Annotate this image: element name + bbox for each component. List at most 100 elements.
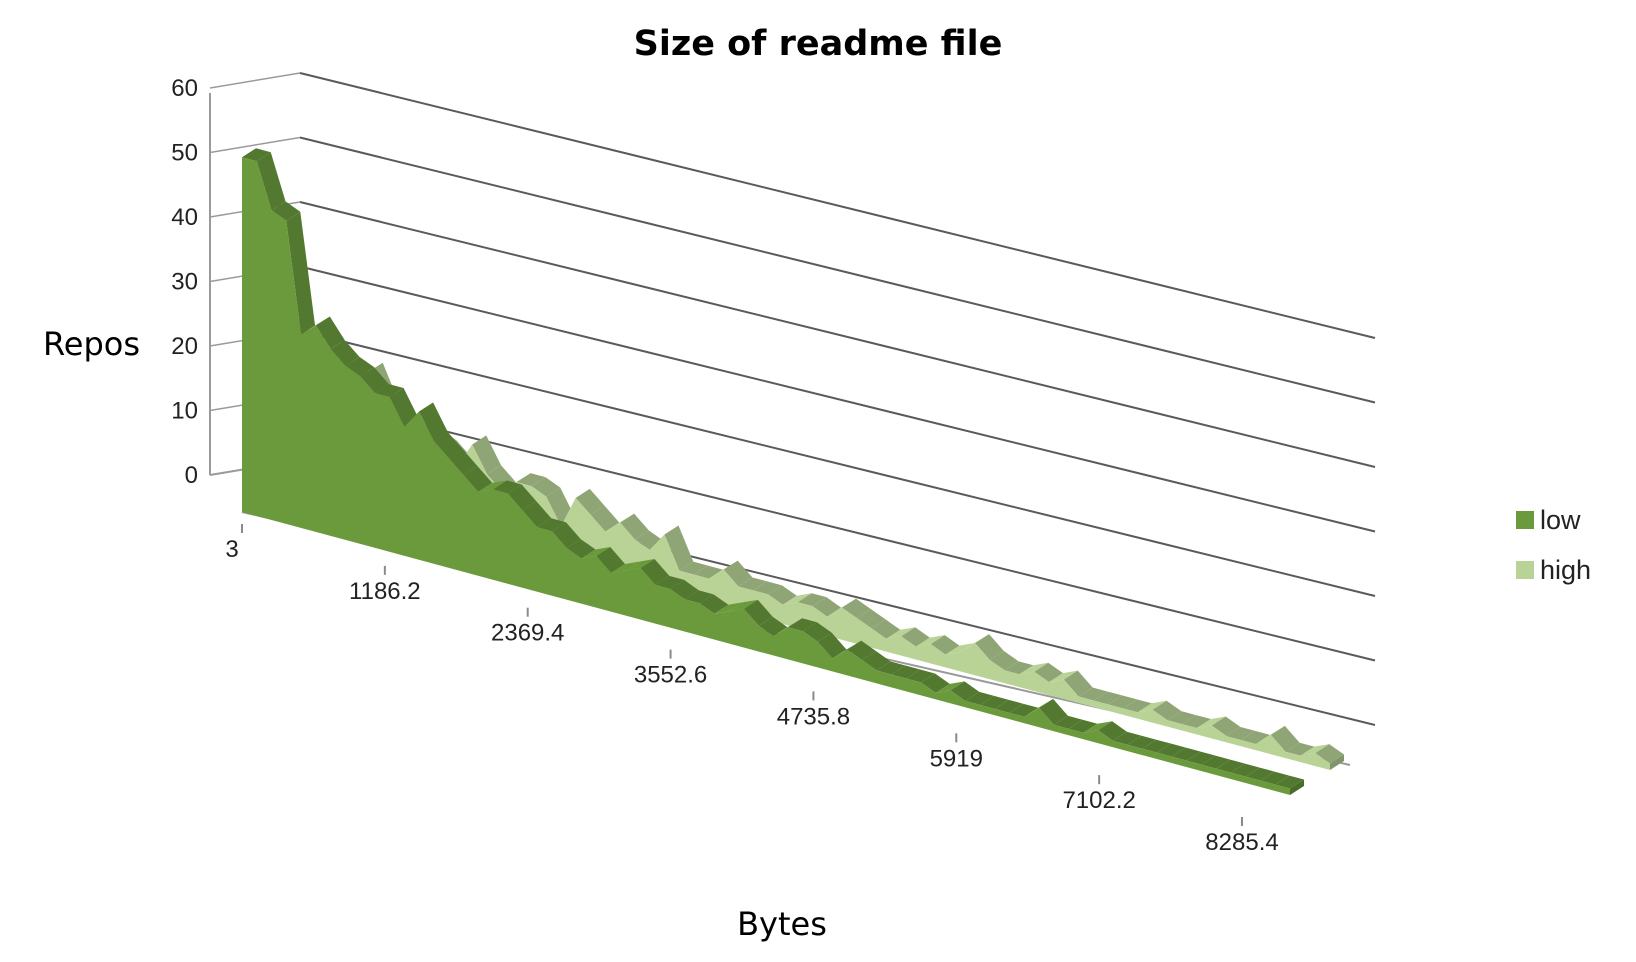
gridline bbox=[299, 394, 1376, 662]
series-top-segment bbox=[738, 577, 768, 591]
series-top-segment bbox=[1315, 744, 1344, 764]
series-top-segment bbox=[989, 650, 1019, 671]
legend-swatch-high bbox=[1516, 561, 1534, 579]
series-top-segment bbox=[1270, 725, 1300, 752]
series-top-segment bbox=[271, 201, 301, 221]
y-axis-title: Repos bbox=[43, 325, 140, 363]
series-top-segment bbox=[1275, 775, 1304, 789]
series-top-segment bbox=[1009, 703, 1039, 717]
series-top-segment bbox=[1142, 739, 1172, 753]
series-top-segment bbox=[1201, 755, 1231, 769]
x-tick-label: 3552.6 bbox=[634, 662, 707, 689]
series-top-segment bbox=[1216, 759, 1245, 773]
series-top-segment bbox=[301, 316, 330, 335]
series-top-segment bbox=[620, 513, 649, 540]
series-top-segment bbox=[1019, 662, 1049, 675]
series-top-segment bbox=[1186, 751, 1216, 765]
gridline bbox=[299, 265, 1376, 533]
series-top-segment bbox=[708, 560, 738, 579]
series-top-segment bbox=[856, 609, 886, 629]
legend: low high bbox=[1516, 505, 1591, 585]
series-top-segment bbox=[1256, 725, 1285, 744]
series-top-segment bbox=[950, 681, 980, 701]
series-top-segment bbox=[891, 665, 921, 679]
series-top-segment bbox=[330, 339, 360, 366]
y-tick-label: 10 bbox=[171, 398, 198, 425]
series-top-segment bbox=[1157, 743, 1186, 757]
series-top-segment bbox=[1049, 670, 1078, 683]
series-top-segment bbox=[664, 525, 694, 571]
y-tick-label: 50 bbox=[171, 140, 198, 167]
series-top-segment bbox=[975, 634, 1004, 660]
series-top-segment bbox=[797, 593, 827, 607]
x-tick-label: 5919 bbox=[930, 745, 983, 772]
series-top-segment bbox=[1112, 731, 1142, 745]
series-top-segment bbox=[915, 635, 945, 647]
series-top-segment bbox=[1241, 730, 1271, 744]
series-top-segment bbox=[1182, 715, 1211, 729]
series-top-segment bbox=[1108, 695, 1137, 709]
series-top-segment bbox=[537, 518, 566, 532]
series-top-segment bbox=[723, 560, 753, 587]
series-top-segment bbox=[980, 695, 1009, 709]
y-tick-label: 30 bbox=[171, 269, 198, 296]
series-top-segment bbox=[861, 651, 891, 671]
side-gridline bbox=[209, 136, 301, 154]
series-top-segment bbox=[389, 388, 419, 427]
series-top-segment bbox=[945, 643, 975, 655]
series-top-segment bbox=[679, 561, 709, 575]
series-top-segment bbox=[522, 501, 552, 528]
series-area-low bbox=[242, 157, 1290, 795]
series-top-segment bbox=[472, 435, 502, 475]
series-top-segment bbox=[419, 402, 448, 442]
series-top-segment bbox=[1078, 687, 1108, 701]
series-top-segment bbox=[655, 575, 685, 589]
series-low bbox=[242, 148, 1304, 795]
series-top-segment bbox=[876, 661, 906, 675]
side-gridline bbox=[209, 72, 301, 89]
series-top-segment bbox=[433, 432, 463, 459]
series-top-segment bbox=[1230, 763, 1260, 777]
x-tick-label: 4735.8 bbox=[777, 703, 850, 730]
series-top-segment bbox=[802, 622, 832, 642]
series-end-cap bbox=[1290, 779, 1304, 795]
series-top-segment bbox=[782, 593, 812, 605]
series-top-segment bbox=[1068, 719, 1098, 733]
series-top-segment bbox=[581, 547, 611, 559]
series-top-segment bbox=[315, 316, 345, 349]
series-top-segment bbox=[596, 547, 626, 573]
series-top-segment bbox=[516, 473, 546, 487]
chart-title: Size of readme file bbox=[634, 24, 1003, 64]
x-tick-label: 8285.4 bbox=[1205, 829, 1278, 856]
gridline bbox=[299, 330, 1376, 597]
series-top-segment bbox=[575, 488, 605, 515]
x-tick-label: 3 bbox=[225, 536, 238, 563]
series-top-segment bbox=[965, 691, 995, 705]
series-top-segment bbox=[994, 699, 1024, 713]
series-top-segment bbox=[1024, 698, 1054, 717]
series-top-segment bbox=[758, 616, 788, 637]
y-tick-label: 20 bbox=[171, 333, 198, 360]
series-top-segment bbox=[611, 561, 640, 573]
series-top-segment bbox=[1004, 661, 1034, 675]
series-top-segment bbox=[478, 480, 507, 492]
series-top-segment bbox=[694, 565, 723, 579]
series-top-segment bbox=[551, 522, 581, 549]
series-top-segment bbox=[1122, 699, 1152, 713]
legend-swatch-low bbox=[1516, 511, 1534, 529]
series-top-segment bbox=[1083, 721, 1113, 733]
series-top-segment bbox=[847, 640, 876, 661]
series-top-segment bbox=[360, 367, 389, 394]
series-top-segment bbox=[768, 585, 797, 605]
series-top-segment bbox=[242, 148, 271, 162]
gridline bbox=[299, 201, 1376, 468]
series-top-segment bbox=[1137, 700, 1167, 713]
series-top-segment bbox=[1152, 700, 1182, 721]
series-top-segment bbox=[886, 627, 916, 639]
series-top-segment bbox=[1167, 711, 1197, 725]
series-top-segment bbox=[1098, 721, 1127, 741]
y-tick-label: 40 bbox=[171, 204, 198, 231]
series-top-segment bbox=[930, 635, 960, 655]
series-top-segment bbox=[286, 211, 316, 335]
series-top-segment bbox=[753, 581, 783, 595]
